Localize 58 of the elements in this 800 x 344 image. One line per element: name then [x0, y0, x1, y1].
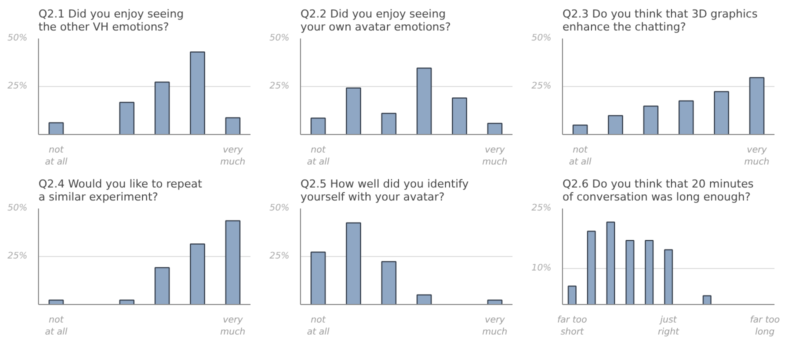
bar — [749, 77, 764, 134]
x-tick-label: just right — [658, 316, 680, 338]
y-tick-label: 25% — [269, 82, 290, 92]
bar — [48, 300, 64, 304]
x-tick-label: very much — [482, 146, 508, 168]
bar — [487, 300, 502, 304]
y-tick-label: 25% — [7, 252, 28, 262]
bar — [678, 100, 694, 134]
bar — [225, 220, 240, 304]
chart-title: Q2.6 Do you think that 20 minutes of conversation was long enough? — [562, 178, 754, 204]
bar — [346, 222, 362, 304]
bar — [154, 82, 170, 134]
bar — [310, 252, 326, 304]
bar — [608, 115, 624, 134]
y-tick-label: 25% — [7, 82, 28, 92]
chart-title: Q2.2 Did you enjoy seeing your own avatar emotions? — [300, 8, 452, 34]
chart-title: Q2.5 How well did you identify yourself with your avatar? — [300, 178, 470, 204]
bar — [643, 106, 658, 134]
x-tick-label: far too short — [557, 316, 588, 338]
y-tick-label: 50% — [269, 204, 290, 214]
bar — [48, 122, 64, 134]
x-tick-label: very much — [482, 316, 508, 338]
bar — [452, 98, 468, 134]
x-tick-label: far too long — [750, 316, 780, 338]
x-tick-label: not at all — [44, 146, 68, 168]
bar — [154, 267, 170, 304]
bar — [310, 118, 326, 134]
bar — [346, 88, 362, 134]
y-tick-label: 25% — [269, 252, 290, 262]
x-tick-label: very much — [744, 146, 770, 168]
y-tick-label: 25% — [531, 82, 552, 92]
bar — [225, 117, 240, 134]
x-tick-label: not at all — [306, 316, 330, 338]
bar — [416, 294, 432, 304]
y-tick-label: 50% — [7, 204, 28, 214]
y-tick-label: 50% — [269, 34, 290, 44]
bar — [190, 244, 206, 304]
bar — [487, 122, 502, 134]
bar — [190, 51, 206, 134]
bar — [416, 68, 432, 134]
bar — [119, 300, 134, 304]
bar — [572, 124, 588, 134]
chart-title: Q2.1 Did you enjoy seeing the other VH emotions? — [38, 8, 184, 34]
x-tick-label: very much — [220, 146, 246, 168]
x-tick-label: not at all — [568, 146, 592, 168]
y-tick-label: 10% — [531, 264, 552, 274]
y-tick-label: 50% — [531, 34, 552, 44]
x-tick-label: not at all — [44, 316, 68, 338]
chart-title: Q2.4 Would you like to repeat a similar experiment? — [38, 178, 203, 204]
y-tick-label: 50% — [7, 34, 28, 44]
bar — [119, 102, 134, 134]
bar — [714, 91, 730, 134]
bar — [381, 112, 396, 134]
x-tick-label: very much — [220, 316, 246, 338]
y-tick-label: 25% — [531, 204, 552, 214]
chart-title: Q2.3 Do you think that 3D graphics enhance the chatting? — [562, 8, 758, 34]
bar — [381, 261, 396, 304]
x-tick-label: not at all — [306, 146, 330, 168]
